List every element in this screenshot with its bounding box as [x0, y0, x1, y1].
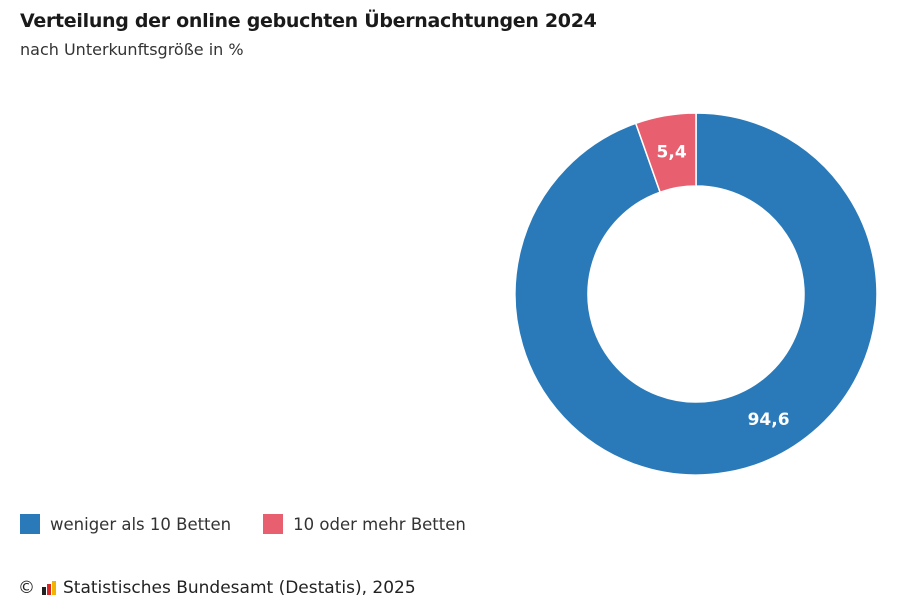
chart-title: Verteilung der online gebuchten Übernach… — [20, 10, 597, 32]
source-line: © Statistisches Bundesamt (Destatis), 20… — [18, 578, 416, 598]
data-label-1: 5,4 — [657, 143, 687, 163]
legend-swatch — [263, 514, 284, 534]
legend-item-small: weniger als 10 Betten — [20, 514, 231, 534]
copyright-icon: © — [18, 578, 35, 598]
legend-label: weniger als 10 Betten — [50, 514, 232, 534]
legend: weniger als 10 Betten 10 oder mehr Bette… — [20, 514, 466, 534]
donut-slice-1 — [634, 112, 697, 194]
destatis-logo-icon — [42, 581, 56, 595]
legend-item-large: 10 oder mehr Betten — [263, 514, 466, 534]
legend-label: 10 oder mehr Betten — [293, 514, 466, 534]
data-label-0: 94,6 — [748, 410, 790, 430]
donut-slice-0 — [514, 112, 878, 476]
legend-swatch — [20, 514, 40, 534]
source-text: Statistisches Bundesamt (Destatis), 2025 — [63, 578, 416, 598]
chart-subtitle: nach Unterkunftsgröße in % — [20, 40, 244, 59]
